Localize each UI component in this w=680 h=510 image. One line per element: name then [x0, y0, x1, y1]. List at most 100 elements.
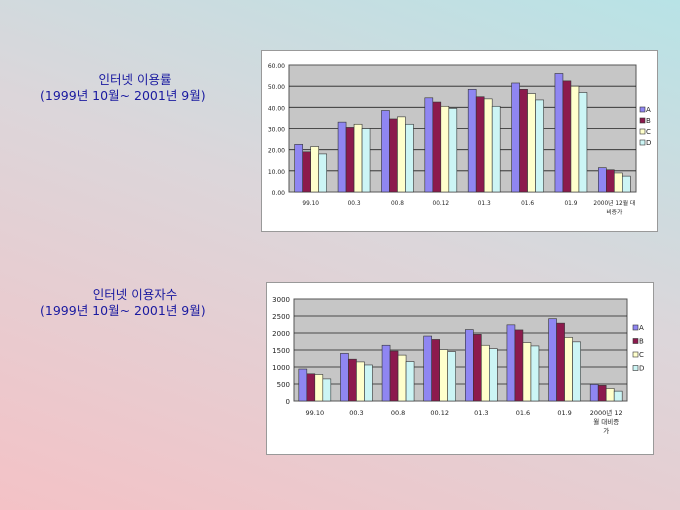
chart-2-bar-D [572, 341, 581, 402]
chart-1-panel: 0.00 10.00 20.00 30.00 40.00 50.00 60.00 99.10 0… [261, 50, 658, 232]
chart-2-bar-C [605, 388, 615, 402]
chart-2-bar-B [556, 322, 565, 402]
chart-1-bar-C [614, 172, 623, 193]
chart-1-legend-label-D: D [646, 139, 651, 147]
chart-1-x-tick-label: 00.3 [348, 201, 361, 207]
chart-2-bar-D [405, 361, 415, 402]
chart-2-legend-swatch-D [632, 365, 639, 371]
chart-2-bar-A [381, 344, 391, 402]
chart-2-bar-B [597, 385, 607, 402]
chart-1-bar-D [448, 108, 458, 193]
chart-1-x-tick-label: 99.10 [302, 201, 319, 207]
chart-2-legend-label-A: A [639, 324, 644, 332]
chart-2-bar-B [473, 334, 482, 402]
chart-1-bar-D [361, 128, 371, 193]
chart-1-bar-D [622, 175, 631, 193]
chart-2-bar-A [589, 384, 599, 402]
chart-2-bar-D [447, 351, 456, 402]
chart-2-y-tick-label: 500 [277, 381, 290, 389]
chart-1-bar-D [491, 105, 501, 193]
chart-2-bar-C [564, 337, 573, 402]
chart-2-x-tick-label: 01.9 [557, 409, 571, 417]
chart-1-caption-title: 인터넷 이용률 [98, 72, 172, 87]
chart-1-x-tick-label: 00.8 [391, 201, 404, 207]
chart-2-bar-D [613, 390, 623, 402]
chart-1-bar-C [353, 123, 363, 193]
chart-2-y-tick-label: 3000 [272, 296, 290, 304]
chart-2-legend-label-D: D [639, 365, 644, 373]
chart-2-bar-A [465, 329, 474, 402]
chart-1-bar-B [389, 118, 398, 193]
chart-2-x-tick-label: 가 [603, 426, 609, 435]
chart-1-y-tick-label: 10.00 [268, 169, 285, 176]
chart-1-bar-B [302, 151, 311, 193]
chart-2-bar-C [356, 361, 365, 402]
chart-2-y-tick-label: 0 [286, 398, 290, 406]
chart-2-x-tick-label: 2000년 12 [590, 408, 623, 417]
chart-2-x-tick-label: 00.3 [349, 409, 363, 417]
chart-1-caption: 인터넷 이용률 (1999년 10월~ 2001년 9월) [40, 72, 230, 104]
chart-2-bar-B [514, 329, 524, 402]
chart-1-bar-B [562, 80, 572, 193]
chart-2-bar-C [522, 342, 532, 402]
chart-2-y-tick-label: 1500 [272, 347, 290, 355]
chart-2-internet-users: 0 500 1000 1500 2000 2500 3000 99.10 00.3 00.8 00.… [272, 296, 644, 435]
chart-1-caption-period: (1999년 10월~ 2001년 9월) [40, 88, 206, 103]
chart-1-bar-C [310, 146, 319, 193]
chart-1-bar-B [432, 101, 442, 193]
chart-1-bar-A [511, 82, 520, 193]
chart-1-bar-A [294, 144, 303, 193]
chart-1-y-tick-label: 0.00 [272, 190, 286, 197]
chart-2-bar-A [340, 353, 349, 402]
chart-2-legend-swatch-C [632, 351, 639, 358]
chart-2-bar-C [481, 344, 490, 402]
chart-2-bar-A [548, 318, 557, 402]
chart-2-bar-D [322, 378, 332, 402]
chart-1-bar-C [397, 116, 406, 193]
chart-2-x-tick-label: 월 대비증 [593, 417, 619, 426]
chart-2-bar-C [397, 354, 407, 402]
chart-1-x-tick-label: 2000년 12월 대 [593, 199, 635, 207]
chart-1-bar-D [578, 92, 588, 193]
chart-1-bar-A [381, 110, 390, 193]
chart-1-x-tick-label: 01.9 [564, 201, 577, 207]
chart-1-bar-D [318, 153, 327, 193]
chart-2-caption-period: (1999년 10월~ 2001년 9월) [40, 303, 206, 318]
chart-2-bar-B [389, 350, 399, 402]
chart-1-bar-B [606, 169, 615, 193]
chart-2-x-tick-label: 00.8 [391, 409, 405, 417]
chart-1-bar-A [554, 73, 564, 193]
chart-1-bar-C [440, 105, 450, 193]
chart-2-bar-A [423, 335, 432, 402]
chart-2-bar-A [506, 324, 516, 402]
chart-1-legend-label-A: A [646, 106, 651, 114]
chart-2-bar-A [298, 368, 308, 402]
chart-1-y-tick-label: 60.00 [268, 63, 285, 70]
chart-1-legend-swatch-A [639, 106, 646, 113]
chart-1-legend-label-B: B [646, 117, 651, 125]
chart-2-y-tick-label: 2500 [272, 313, 290, 321]
chart-2-bar-D [489, 348, 498, 402]
chart-2-x-tick-label: 01.3 [474, 409, 488, 417]
chart-2-y-tick-label: 2000 [272, 330, 290, 338]
chart-1-legend-swatch-D [639, 139, 646, 146]
chart-2-y-tick-label: 1000 [272, 364, 290, 372]
chart-2-legend-swatch-A [632, 324, 639, 331]
chart-1-y-tick-label: 30.00 [268, 127, 285, 134]
chart-1-x-tick-label: 01.3 [478, 201, 491, 207]
chart-1-bar-B [345, 127, 355, 193]
chart-1-legend-swatch-B [639, 117, 646, 124]
chart-2-bar-B [431, 339, 440, 402]
chart-2-panel: 0 500 1000 1500 2000 2500 3000 99.10 00.3 00.8 00.… [266, 282, 654, 455]
chart-1-y-tick-label: 40.00 [268, 105, 285, 112]
chart-1-x-tick-label: 00.12 [433, 201, 450, 207]
chart-2-x-tick-label: 99.10 [306, 409, 325, 417]
chart-1-bar-A [467, 89, 477, 193]
chart-1-legend-swatch-C [639, 128, 646, 135]
chart-1-bar-C [527, 93, 536, 193]
chart-1-bar-D [405, 123, 414, 193]
chart-2-x-tick-label: 00.12 [430, 409, 449, 417]
chart-1-bar-D [535, 99, 544, 193]
chart-1-x-tick-label: 01.6 [521, 201, 534, 207]
chart-2-caption-title: 인터넷 이용자수 [92, 287, 178, 302]
